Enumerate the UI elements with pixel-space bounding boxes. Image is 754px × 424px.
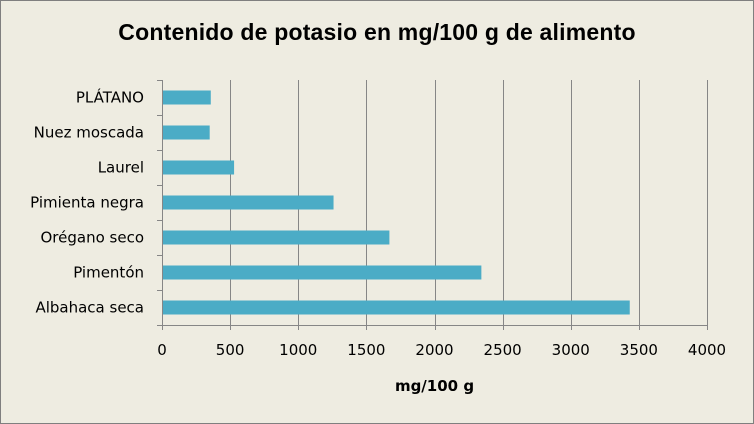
bar-albahaca-seca (163, 300, 630, 315)
category-label: Pimentón (73, 264, 144, 282)
bar-pimienta-negra (163, 195, 334, 210)
category-label: Laurel (98, 159, 144, 177)
category-label: Orégano seco (40, 229, 144, 247)
x-tick-label: 500 (216, 341, 245, 359)
category-label: Albahaca seca (35, 299, 144, 317)
bar-orégano-seco (163, 230, 390, 245)
bar-nuez-moscada (163, 125, 210, 140)
bar-pimentón (163, 265, 482, 280)
x-tick-label: 3000 (552, 341, 590, 359)
category-label: Nuez moscada (34, 124, 144, 142)
x-tick-label: 1000 (279, 341, 317, 359)
category-label: Pimienta negra (30, 194, 144, 212)
x-tick-label: 4000 (688, 341, 726, 359)
bar-laurel (163, 160, 235, 175)
axes (157, 80, 708, 330)
x-tick-label: 2000 (415, 341, 453, 359)
category-label: PLÁTANO (76, 88, 144, 107)
bar-plátano (163, 90, 211, 105)
chart-title: Contenido de potasio en mg/100 g de alim… (118, 19, 636, 45)
x-axis-title: mg/100 g (395, 377, 474, 395)
x-tick-label: 2500 (484, 341, 522, 359)
x-tick-label: 0 (157, 341, 167, 359)
labels: 0 500 1000 1500 2000 2500 3000 3500 4000 Albahaca… (30, 88, 726, 396)
x-tick-label: 3500 (620, 341, 658, 359)
x-tick-label: 1500 (347, 341, 385, 359)
bars (163, 90, 630, 315)
